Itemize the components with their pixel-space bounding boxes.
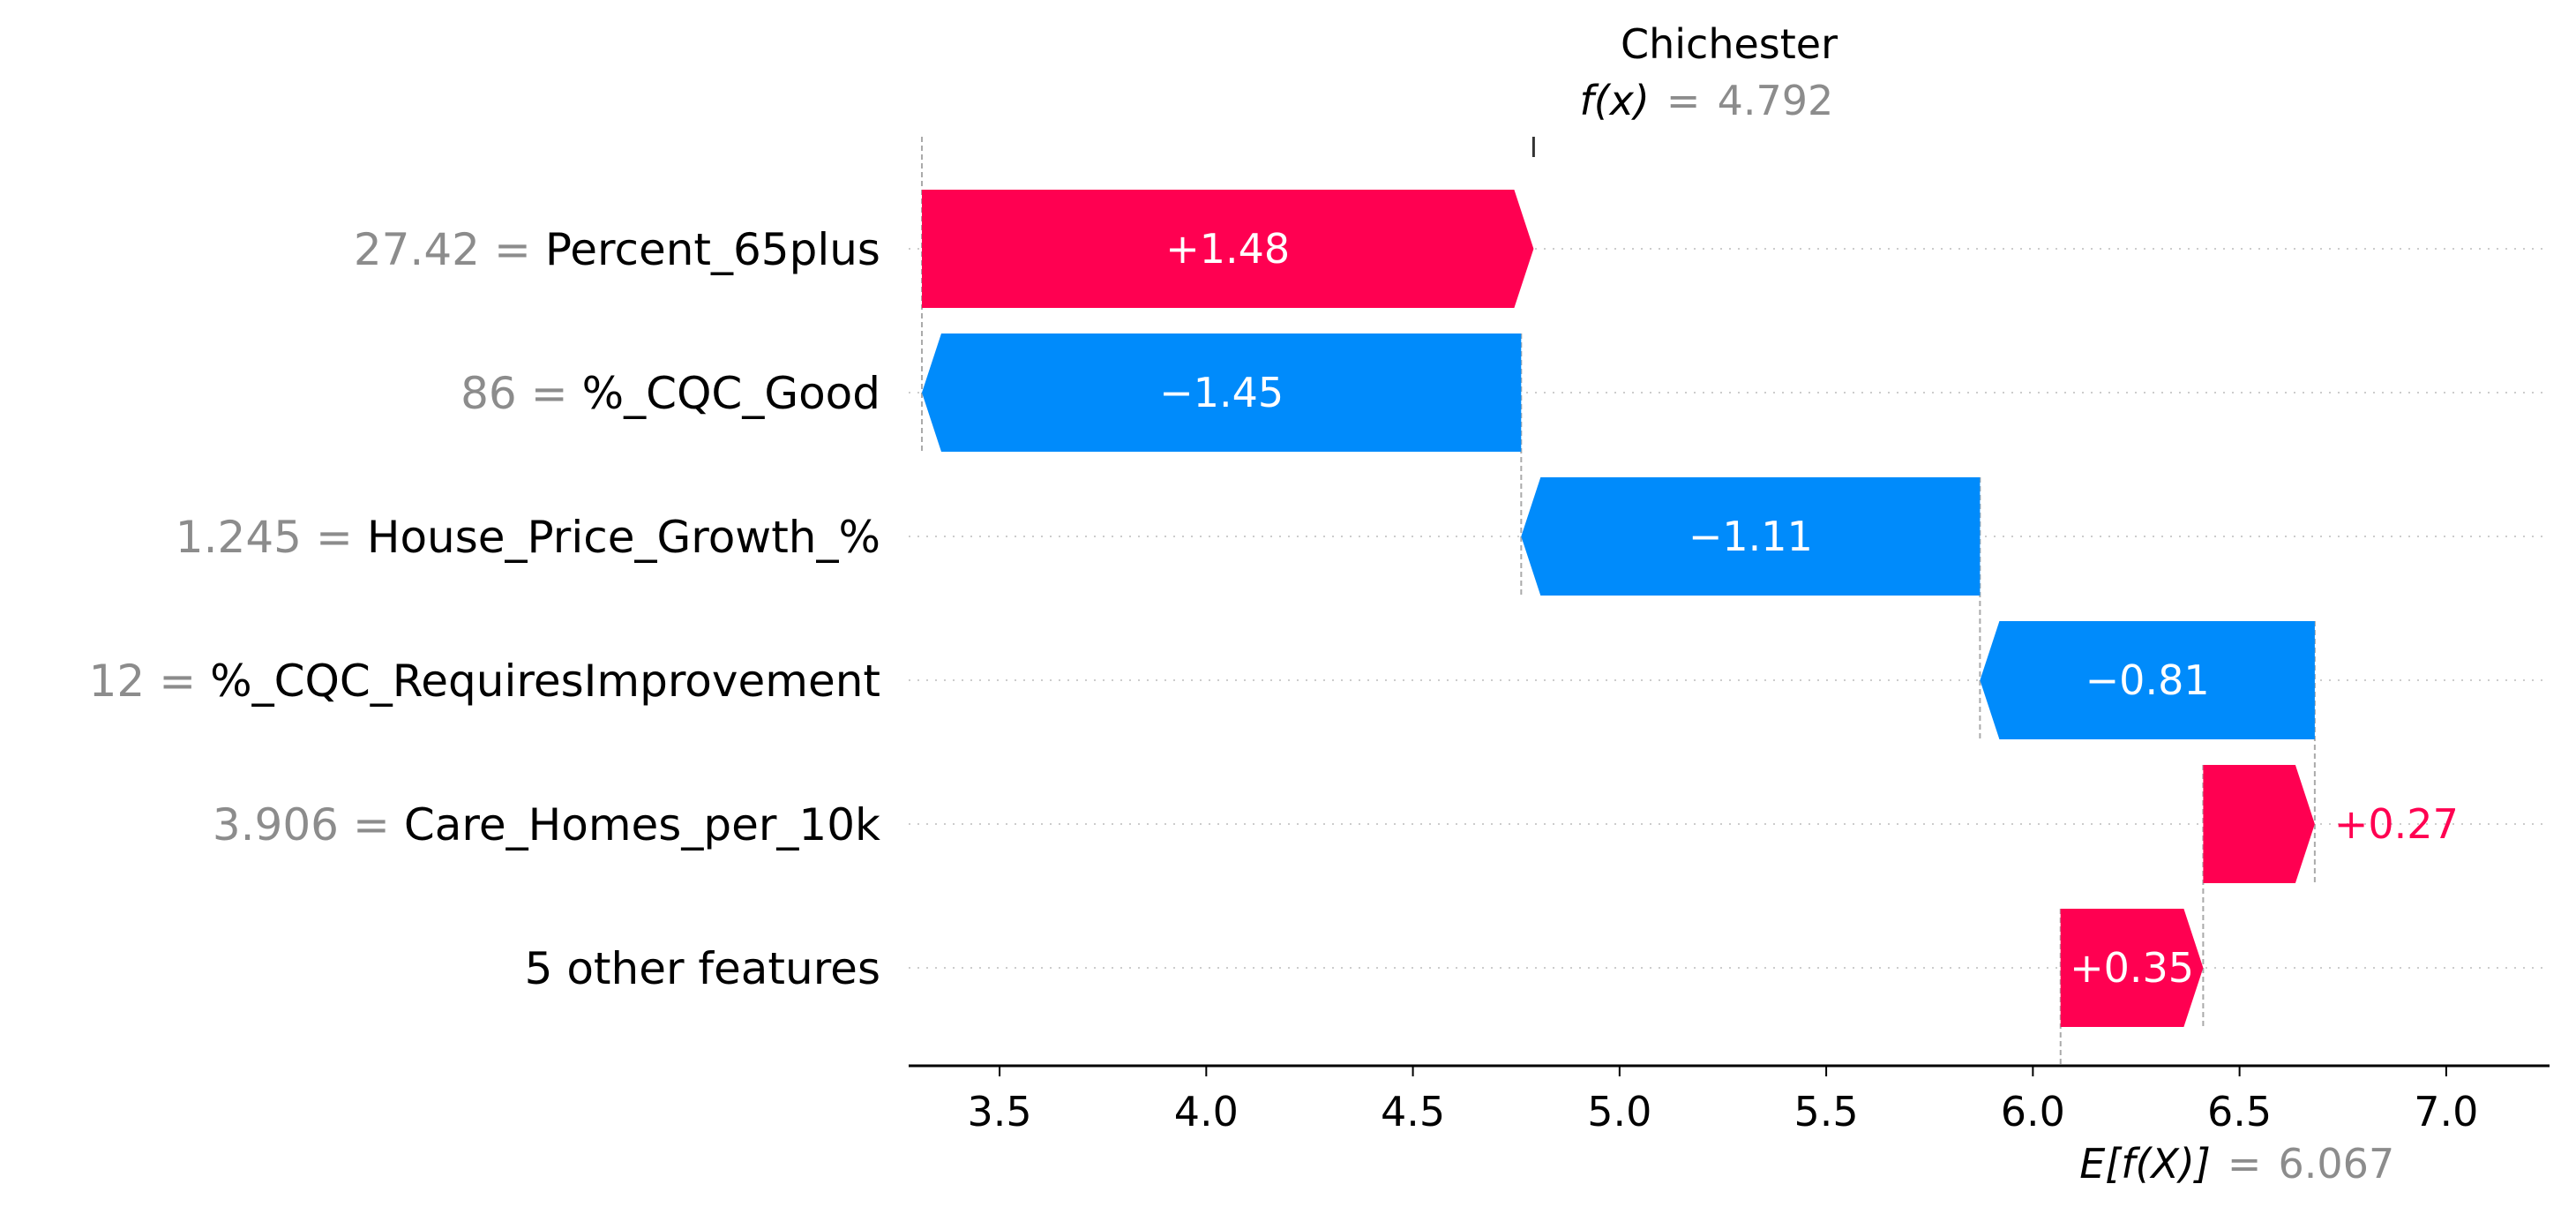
- output-label: f(x): [1580, 77, 1650, 124]
- bar-value-label: +1.48: [1165, 225, 1290, 273]
- feature-equals: =: [159, 656, 196, 707]
- base-equals: =: [2228, 1140, 2262, 1188]
- bar-value-label: −0.81: [2086, 656, 2210, 704]
- feature-label: 27.42 = Percent_65plus: [354, 224, 880, 275]
- x-tick-label: 3.5: [967, 1088, 1031, 1135]
- feature-labels: 27.42 = Percent_65plus 86 = %_CQC_Good 1.245 = H…: [89, 224, 880, 994]
- feature-equals: =: [531, 368, 568, 419]
- feature-value: 3.906: [213, 799, 339, 851]
- feature-value: 12: [89, 656, 146, 707]
- feature-label: 12 = %_CQC_RequiresImprovement: [89, 656, 880, 707]
- x-axis: 3.5 4.0 4.5 5.0 5.5 6.0 6.5 7.0: [909, 1064, 2550, 1135]
- bar-value-label: +0.35: [2070, 944, 2194, 992]
- output-value-label: f(x) = 4.792: [1580, 77, 1834, 124]
- bar-value-label: +0.27: [2334, 800, 2459, 848]
- output-equals: =: [1666, 77, 1701, 124]
- bar-positive: [922, 190, 1534, 308]
- x-tick-label: 6.0: [2001, 1088, 2065, 1135]
- feature-label: 5 other features: [525, 943, 880, 994]
- feature-name: 5 other features: [525, 943, 880, 994]
- base-value: 6.067: [2279, 1140, 2395, 1188]
- bar-positive: [2203, 765, 2315, 883]
- feature-name: Care_Homes_per_10k: [404, 799, 880, 851]
- x-tick-label: 6.5: [2207, 1088, 2272, 1135]
- feature-name: Percent_65plus: [545, 224, 880, 275]
- output-value: 4.792: [1718, 77, 1834, 124]
- connector-lines: [920, 137, 2316, 1066]
- bar-positive: [2060, 909, 2204, 1027]
- feature-equals: =: [353, 799, 390, 851]
- feature-value: 27.42: [354, 224, 480, 275]
- feature-value: 1.245: [176, 512, 302, 563]
- feature-name: %_CQC_Good: [582, 368, 880, 419]
- base-label: E[f(X)]: [2079, 1140, 2211, 1188]
- feature-name: %_CQC_RequiresImprovement: [210, 656, 880, 707]
- base-value-label: E[f(X)] = 6.067: [2079, 1140, 2394, 1188]
- bar-negative: [922, 333, 1522, 452]
- feature-label: 3.906 = Care_Homes_per_10k: [213, 799, 880, 851]
- chart-title: Chichester: [1621, 20, 1838, 68]
- x-tick-label: 4.5: [1381, 1088, 1445, 1135]
- x-tick-label: 4.0: [1174, 1088, 1239, 1135]
- bar-value-label: −1.45: [1159, 369, 1284, 416]
- contribution-bars: +1.48 −1.45 −1.11 −0.81 +0.27 +0.35: [922, 190, 2459, 1027]
- bar-value-label: −1.11: [1689, 513, 1813, 560]
- bar-negative: [1521, 477, 1981, 596]
- feature-name: House_Price_Growth_%: [367, 512, 880, 563]
- x-tick-label: 5.0: [1587, 1088, 1651, 1135]
- feature-value: 86: [461, 368, 517, 419]
- x-tick-label: 7.0: [2414, 1088, 2478, 1135]
- feature-equals: =: [316, 512, 353, 563]
- feature-label: 86 = %_CQC_Good: [461, 368, 880, 419]
- x-tick-label: 5.5: [1794, 1088, 1859, 1135]
- feature-equals: =: [494, 224, 531, 275]
- bar-negative: [1980, 621, 2315, 739]
- feature-label: 1.245 = House_Price_Growth_%: [176, 512, 880, 563]
